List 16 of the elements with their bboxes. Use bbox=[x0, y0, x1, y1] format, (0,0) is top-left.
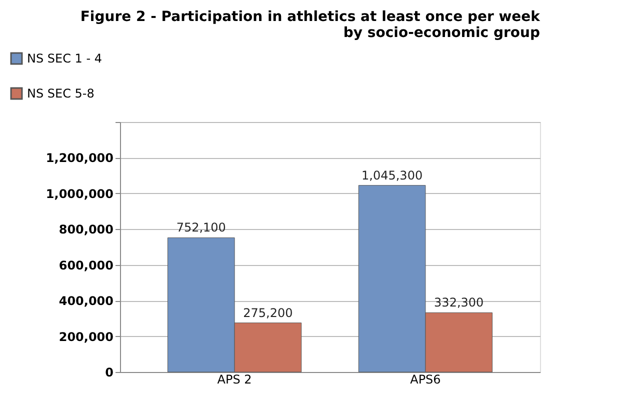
y-tick-label: 1,200,000 bbox=[46, 151, 114, 166]
data-label: 752,100 bbox=[176, 220, 226, 235]
y-tick-label: 400,000 bbox=[58, 294, 114, 308]
y-tick-label: 200,000 bbox=[58, 330, 114, 344]
data-label: 275,200 bbox=[243, 306, 293, 320]
chart-title: Figure 2 - Participation in athletics at least once per week by socio-economic group bbox=[80, 9, 541, 41]
data-label: 1,045,300 bbox=[362, 168, 423, 182]
y-tick-label: 0 bbox=[105, 366, 114, 380]
legend-label: NS SEC 5-8 bbox=[27, 86, 94, 100]
y-tick-label: 800,000 bbox=[58, 222, 114, 237]
legend-label: NS SEC 1 - 4 bbox=[27, 52, 102, 66]
data-label: 332,300 bbox=[434, 296, 484, 310]
y-tick-label: 600,000 bbox=[58, 258, 114, 272]
y-tick-label: 1,000,000 bbox=[46, 186, 114, 201]
x-tick-label: APS6 bbox=[410, 372, 441, 386]
x-tick-label: APS 2 bbox=[217, 372, 252, 386]
